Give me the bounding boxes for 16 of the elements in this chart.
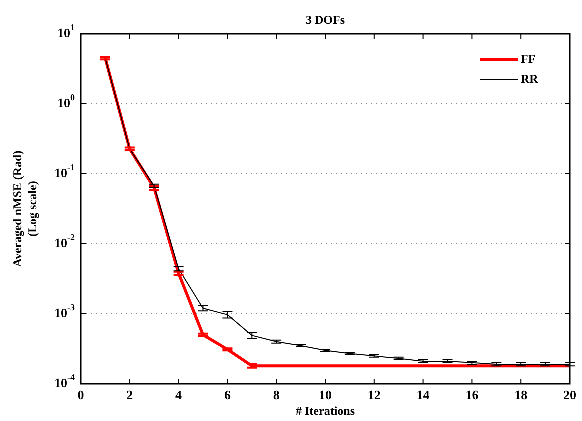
x-tick-label: 18 (514, 387, 528, 402)
legend-label: FF (521, 52, 536, 66)
x-tick-label: 8 (273, 387, 280, 402)
x-tick-label: 4 (176, 387, 183, 402)
x-tick-label: 6 (224, 387, 232, 402)
x-tick-label: 14 (416, 387, 430, 402)
x-tick-label: 12 (368, 387, 381, 402)
x-tick-label: 0 (78, 387, 84, 402)
x-tick-label: 2 (126, 387, 134, 402)
x-tick-label: 20 (564, 387, 576, 402)
x-tick-label: 10 (319, 387, 332, 402)
chart-title: 3 DOFs (306, 13, 346, 28)
x-axis-title: # Iterations (296, 404, 356, 418)
y-axis-title: Averaged nMSE (Rad) (Log scale) (10, 150, 40, 268)
x-tick-label: 16 (466, 387, 480, 402)
legend-label: RR (521, 72, 539, 86)
